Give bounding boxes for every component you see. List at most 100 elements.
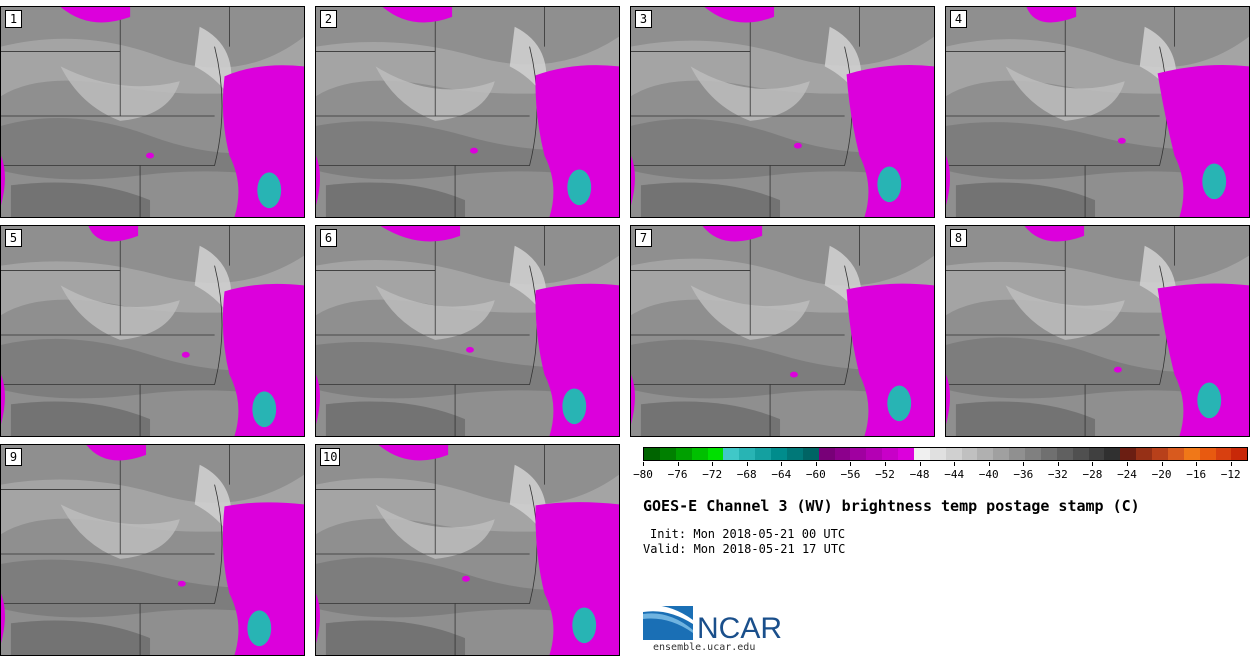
wv-map <box>946 226 1249 436</box>
wv-band <box>325 182 466 217</box>
colorbar-tick-label: −72 <box>702 468 723 481</box>
colorbar-cell <box>945 448 962 460</box>
colorbar-cell <box>1056 448 1073 460</box>
cold-cloud-region <box>535 65 619 217</box>
cold-cloud-patch <box>462 575 470 582</box>
colorbar-cell <box>818 448 835 460</box>
state-border <box>316 270 436 336</box>
cold-cloud-patch <box>631 374 635 425</box>
state-border <box>316 51 436 117</box>
wv-map <box>631 7 934 217</box>
map-panel-5: 5 <box>0 225 305 437</box>
colorbar-tick <box>919 462 921 466</box>
colorbar-tick <box>1057 462 1059 466</box>
colorbar-cell <box>1040 448 1057 460</box>
coldest-core <box>567 169 592 206</box>
website-link[interactable]: ensemble.ucar.edu <box>653 642 756 653</box>
colorbar-cell <box>850 448 867 460</box>
cold-cloud-region <box>535 502 619 655</box>
cold-cloud-patch <box>631 155 635 206</box>
wv-band <box>10 620 151 655</box>
wv-map <box>1 445 304 655</box>
colorbar-tick <box>746 462 748 466</box>
coldest-core <box>887 385 912 422</box>
colorbar-cell <box>1215 448 1232 460</box>
wv-band <box>640 182 781 217</box>
figure-title: GOES-E Channel 3 (WV) brightness temp po… <box>643 497 1140 515</box>
cold-cloud-patch <box>1113 366 1122 373</box>
state-border <box>140 46 223 166</box>
colorbar-cell <box>659 448 676 460</box>
colorbar-cell <box>1072 448 1089 460</box>
coldest-core <box>257 172 282 209</box>
colorbar-cell <box>723 448 740 460</box>
colorbar-tick-label: −68 <box>736 468 757 481</box>
cold-cloud-region <box>222 502 304 655</box>
colorbar <box>643 447 1248 461</box>
coldest-core <box>877 166 902 203</box>
map-panel-4: 4 <box>945 6 1250 218</box>
colorbar-cell <box>707 448 724 460</box>
wv-band <box>955 401 1096 436</box>
colorbar-cell <box>977 448 994 460</box>
colorbar-ticks: −80 −76 −72 −68 −64 −60 −56 −52 −48 −44 −40 −36 −32 −… <box>633 462 1248 484</box>
colorbar-tick-label: −80 <box>633 468 653 481</box>
coldest-core <box>1197 382 1222 419</box>
map-panel-10: 10 <box>315 444 620 656</box>
ncar-logo-text: NCAR <box>697 612 782 642</box>
cold-cloud-patch <box>702 226 763 242</box>
colorbar-cell <box>644 448 660 460</box>
colorbar-cell <box>882 448 898 460</box>
wv-map <box>316 226 619 436</box>
cold-cloud-patch <box>316 593 320 644</box>
wv-band <box>1 117 304 181</box>
valid-time: Valid: Mon 2018-05-21 17 UTC <box>643 542 846 556</box>
colorbar-cell <box>961 448 978 460</box>
colorbar-tick-label: −64 <box>771 468 792 481</box>
wv-band <box>194 464 232 535</box>
colorbar-tick-label: −12 <box>1220 468 1241 481</box>
colorbar-cell <box>771 448 787 460</box>
map-panel-8: 8 <box>945 225 1250 437</box>
colorbar-tick <box>815 462 817 466</box>
colorbar-tick-label: −76 <box>667 468 688 481</box>
cold-cloud-patch <box>60 7 131 23</box>
cold-cloud-patch <box>1 155 5 206</box>
coldest-core <box>562 388 587 425</box>
cold-cloud-patch <box>1 593 5 644</box>
wv-map <box>946 7 1249 217</box>
colorbar-tick <box>1092 462 1094 466</box>
panel-number-label: 7 <box>635 229 652 247</box>
state-border <box>455 484 538 604</box>
map-panel-2: 2 <box>315 6 620 218</box>
panel-number-label: 6 <box>320 229 337 247</box>
colorbar-cell <box>1104 448 1121 460</box>
wv-band <box>325 401 466 436</box>
cold-cloud-region <box>1157 283 1249 436</box>
cold-cloud-patch <box>793 142 802 149</box>
colorbar-tick-label: −24 <box>1117 468 1137 481</box>
colorbar-tick-label: −60 <box>805 468 826 481</box>
wv-band <box>325 620 466 655</box>
cold-cloud-patch <box>789 371 798 378</box>
colorbar-cell <box>786 448 803 460</box>
cold-cloud-patch <box>466 346 474 353</box>
state-border <box>316 489 436 555</box>
colorbar-cell <box>1025 448 1041 460</box>
cold-cloud-patch <box>469 147 478 154</box>
map-panel-3: 3 <box>630 6 935 218</box>
colorbar-tick <box>885 462 886 466</box>
wv-band <box>10 401 151 436</box>
cold-cloud-patch <box>704 7 775 23</box>
map-panel-6: 6 <box>315 225 620 437</box>
colorbar-tick <box>1196 462 1198 466</box>
map-panel-1: 1 <box>0 6 305 218</box>
colorbar-tick-label: −56 <box>840 468 861 481</box>
colorbar-cell <box>1088 448 1105 460</box>
colorbar-tick-label: −16 <box>1186 468 1207 481</box>
wv-map <box>1 7 304 217</box>
cold-cloud-patch <box>946 155 950 206</box>
wv-band <box>194 26 232 97</box>
cold-cloud-patch <box>946 374 950 425</box>
colorbar-tick <box>988 462 990 466</box>
